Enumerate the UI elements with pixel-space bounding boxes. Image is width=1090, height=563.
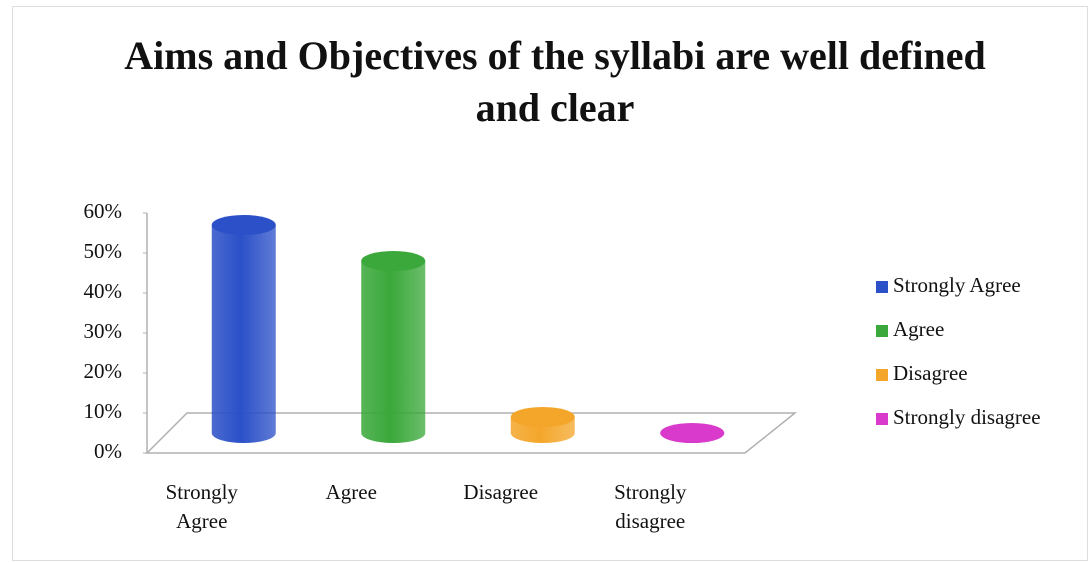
cylinder-body <box>361 261 426 443</box>
x-tick-label: Strongly disagree <box>614 480 687 533</box>
floor <box>145 412 798 454</box>
bar <box>361 251 426 443</box>
legend-label: Strongly disagree <box>893 405 1041 429</box>
x-tick-label: Agree <box>325 480 377 504</box>
y-tick-label: 40% <box>84 279 123 303</box>
y-tick-label: 20% <box>84 359 123 383</box>
y-tick-label: 10% <box>84 399 123 423</box>
legend-label: Disagree <box>893 361 968 385</box>
legend-swatch <box>876 281 888 293</box>
legend-label: Agree <box>893 317 944 341</box>
cylinder-top <box>660 423 725 443</box>
legend-swatch <box>876 413 888 425</box>
x-tick-label: Disagree <box>463 480 539 504</box>
chart-title: Aims and Objectives of the syllabi are w… <box>124 33 986 130</box>
legend-label: Strongly Agree <box>893 273 1021 297</box>
cylinder-top <box>211 215 276 235</box>
legend-swatch <box>876 369 888 381</box>
y-tick-label: 30% <box>84 319 123 343</box>
chart-frame <box>12 6 1088 561</box>
cylinder-top <box>510 407 575 427</box>
y-tick-label: 50% <box>84 239 123 263</box>
y-tick-label: 0% <box>94 439 122 463</box>
x-tick-label: Strongly Agree <box>165 480 238 533</box>
bar <box>510 407 575 443</box>
bar <box>660 423 725 443</box>
y-tick-label: 60% <box>84 199 123 223</box>
legend-swatch <box>876 325 888 337</box>
cylinder-top <box>361 251 426 271</box>
bar <box>211 215 276 443</box>
cylinder-body <box>211 225 276 443</box>
